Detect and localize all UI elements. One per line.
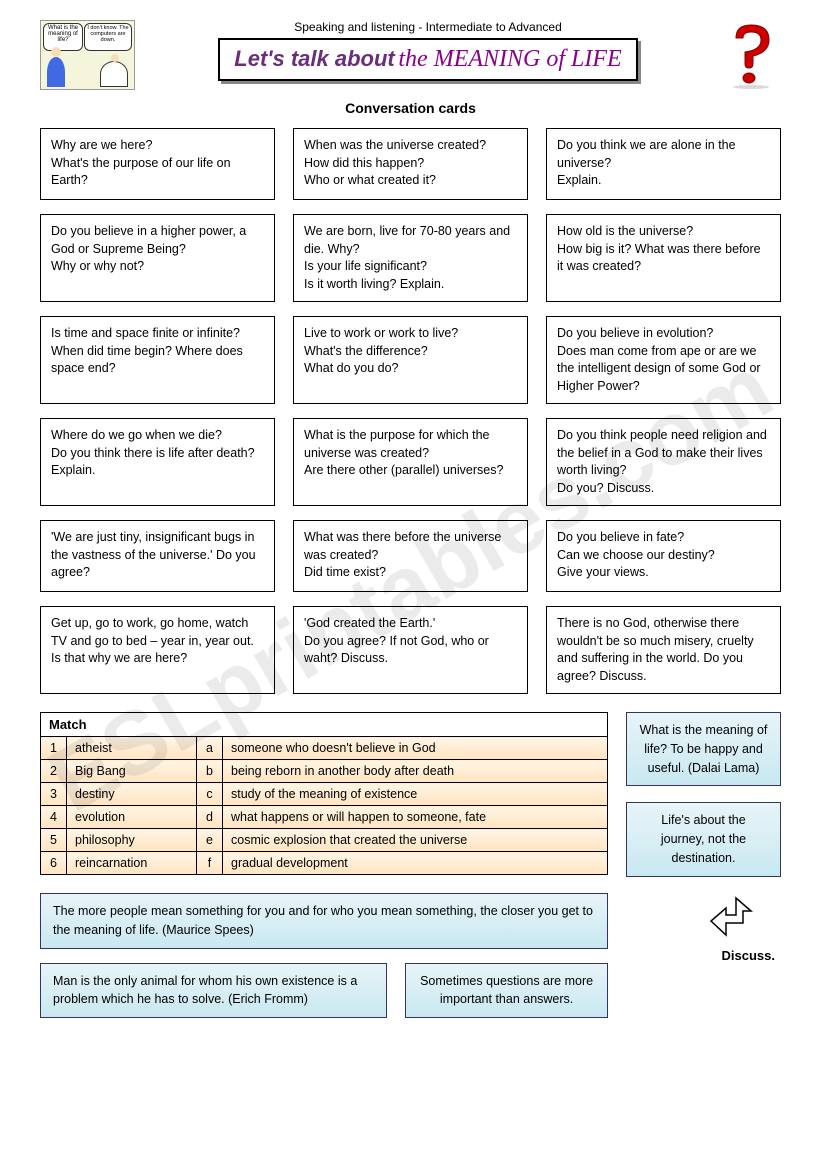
- match-letter: b: [197, 760, 223, 783]
- match-row: 6 reincarnation f gradual development: [41, 852, 608, 875]
- quote-dalai: What is the meaning of life? To be happy…: [626, 712, 781, 786]
- card: Get up, go to work, go home, watch TV an…: [40, 606, 275, 694]
- match-def: someone who doesn't believe in God: [223, 737, 608, 760]
- card: Is time and space finite or infinite? Wh…: [40, 316, 275, 404]
- match-num: 5: [41, 829, 67, 852]
- match-row: 4 evolution d what happens or will happe…: [41, 806, 608, 829]
- arrow-icon: [701, 893, 761, 943]
- match-num: 4: [41, 806, 67, 829]
- match-table: 1 atheist a someone who doesn't believe …: [40, 736, 608, 875]
- match-def: cosmic explosion that created the univer…: [223, 829, 608, 852]
- match-def: what happens or will happen to someone, …: [223, 806, 608, 829]
- cartoon-bubble-1: What is the meaning of life?: [43, 23, 83, 51]
- cartoon-image: What is the meaning of life? I don't kno…: [40, 20, 135, 90]
- match-def: being reborn in another body after death: [223, 760, 608, 783]
- card: We are born, live for 70-80 years and di…: [293, 214, 528, 302]
- match-row: 3 destiny c study of the meaning of exis…: [41, 783, 608, 806]
- match-num: 2: [41, 760, 67, 783]
- card: What was there before the universe was c…: [293, 520, 528, 592]
- match-num: 6: [41, 852, 67, 875]
- card: How old is the universe?How big is it? W…: [546, 214, 781, 302]
- bottom-area: Match 1 atheist a someone who doesn't be…: [40, 712, 781, 1018]
- card: Do you believe in evolution?Does man com…: [546, 316, 781, 404]
- match-row: 5 philosophy e cosmic explosion that cre…: [41, 829, 608, 852]
- quote-column: What is the meaning of life? To be happy…: [626, 712, 781, 963]
- match-term: philosophy: [67, 829, 197, 852]
- subtitle: Speaking and listening - Intermediate to…: [145, 20, 711, 34]
- match-term: evolution: [67, 806, 197, 829]
- match-letter: f: [197, 852, 223, 875]
- match-term: destiny: [67, 783, 197, 806]
- card: 'God created the Earth.'Do you agree? If…: [293, 606, 528, 694]
- card: When was the universe created?How did th…: [293, 128, 528, 200]
- card: Do you believe in fate?Can we choose our…: [546, 520, 781, 592]
- card: What is the purpose for which the univer…: [293, 418, 528, 506]
- match-block: Match 1 atheist a someone who doesn't be…: [40, 712, 608, 1018]
- cartoon-bubble-2: I don't know. The computers are down.: [84, 23, 132, 51]
- match-letter: e: [197, 829, 223, 852]
- card: Live to work or work to live?What's the …: [293, 316, 528, 404]
- match-title: Match: [40, 712, 608, 736]
- card: Do you think we are alone in the univers…: [546, 128, 781, 200]
- card: Do you think people need religion and th…: [546, 418, 781, 506]
- title-lead: Let's talk about: [234, 46, 394, 71]
- match-term: reincarnation: [67, 852, 197, 875]
- card: 'We are just tiny, insignificant bugs in…: [40, 520, 275, 592]
- match-def: study of the meaning of existence: [223, 783, 608, 806]
- card: Do you believe in a higher power, a God …: [40, 214, 275, 302]
- match-term: atheist: [67, 737, 197, 760]
- header: What is the meaning of life? I don't kno…: [40, 20, 781, 90]
- card: There is no God, otherwise there wouldn'…: [546, 606, 781, 694]
- match-letter: d: [197, 806, 223, 829]
- card: Why are we here?What's the purpose of ou…: [40, 128, 275, 200]
- match-row: 1 atheist a someone who doesn't believe …: [41, 737, 608, 760]
- match-def: gradual development: [223, 852, 608, 875]
- match-num: 3: [41, 783, 67, 806]
- match-row: 2 Big Bang b being reborn in another bod…: [41, 760, 608, 783]
- conversation-cards: Why are we here?What's the purpose of ou…: [40, 128, 781, 694]
- quote-fromm: Man is the only animal for whom his own …: [40, 963, 387, 1019]
- title-script: the MEANING of LIFE: [398, 46, 621, 72]
- discuss-label: Discuss.: [626, 948, 775, 963]
- quote-questions: Sometimes questions are more important t…: [405, 963, 608, 1019]
- quotes-row: The more people mean something for you a…: [40, 893, 608, 949]
- match-num: 1: [41, 737, 67, 760]
- discuss-area: Discuss.: [626, 893, 781, 963]
- quote-spees: The more people mean something for you a…: [40, 893, 608, 949]
- title-box: Let's talk about the MEANING of LIFE: [218, 38, 637, 81]
- quotes-row-2: Man is the only animal for whom his own …: [40, 963, 608, 1019]
- match-letter: a: [197, 737, 223, 760]
- section-title: Conversation cards: [40, 100, 781, 116]
- card: Where do we go when we die?Do you think …: [40, 418, 275, 506]
- title-block: Speaking and listening - Intermediate to…: [145, 20, 711, 81]
- quote-journey: Life's about the journey, not the destin…: [626, 802, 781, 876]
- question-mark-icon: [721, 20, 781, 90]
- match-term: Big Bang: [67, 760, 197, 783]
- match-letter: c: [197, 783, 223, 806]
